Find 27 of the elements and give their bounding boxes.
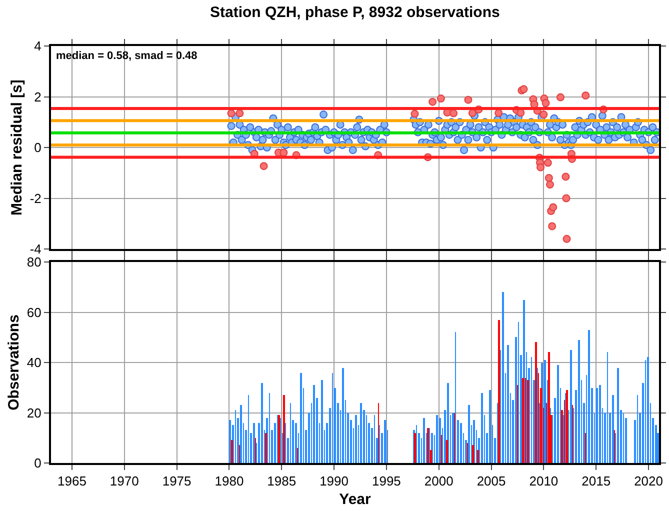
y-tick-label: 60: [26, 304, 42, 320]
x-tick-label: 2015: [582, 474, 611, 489]
y-tick-label: 20: [26, 405, 42, 420]
x-tick-label: 2005: [476, 474, 506, 489]
x-tick-label: 1970: [110, 474, 139, 489]
y-tick-label: -4: [30, 242, 42, 257]
y-tick-label: -2: [30, 190, 42, 206]
x-tick-label: 1965: [58, 474, 86, 489]
y-tick-label: 80: [26, 254, 42, 270]
y-tick-label: 4: [34, 38, 42, 54]
x-tick-label: 1990: [320, 474, 348, 489]
y-tick-label: 0: [34, 456, 42, 471]
x-axis-title: Year: [339, 491, 372, 508]
x-tick-label: 1995: [372, 474, 401, 489]
x-tick-label: 2010: [529, 474, 558, 489]
y-tick-label: 2: [34, 89, 42, 104]
x-tick-label: 2000: [424, 474, 454, 489]
y-tick-label: 0: [34, 140, 42, 156]
y-tick-label: 40: [26, 355, 42, 370]
y-axis-title: Median residual [s]: [8, 80, 26, 216]
x-tick-label: 1980: [214, 474, 244, 489]
x-tick-label: 1985: [267, 474, 296, 489]
x-tick-label: 2020: [634, 474, 663, 489]
chart-title: Station QZH, phase P, 8932 observations: [210, 4, 500, 21]
annotation: median = 0.58, smad = 0.48: [56, 50, 198, 62]
y-axis-title: Observations: [6, 314, 23, 410]
x-tick-label: 1975: [162, 474, 192, 489]
